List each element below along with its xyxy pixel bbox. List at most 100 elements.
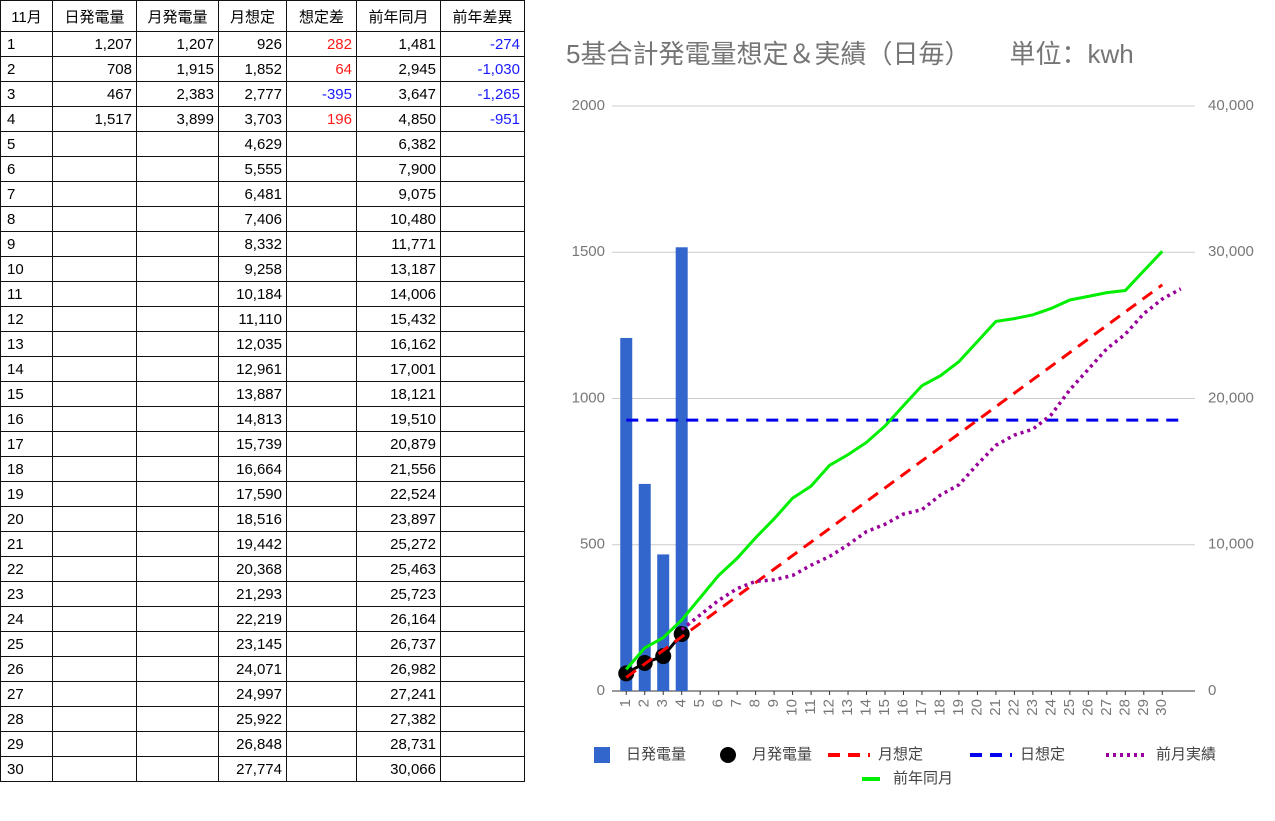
- table-cell[interactable]: 17: [0, 431, 53, 457]
- table-cell[interactable]: [136, 281, 219, 307]
- table-cell[interactable]: [52, 281, 137, 307]
- table-cell[interactable]: [52, 706, 137, 732]
- table-cell[interactable]: [440, 706, 525, 732]
- table-cell[interactable]: 5,555: [218, 156, 287, 182]
- table-cell[interactable]: [286, 356, 357, 382]
- table-cell[interactable]: [136, 181, 219, 207]
- table-cell[interactable]: 3: [0, 81, 53, 107]
- table-cell[interactable]: 8,332: [218, 231, 287, 257]
- table-cell[interactable]: -951: [440, 106, 525, 132]
- table-cell[interactable]: 3,703: [218, 106, 287, 132]
- table-cell[interactable]: [440, 181, 525, 207]
- table-cell[interactable]: [286, 181, 357, 207]
- table-cell[interactable]: -1,265: [440, 81, 525, 107]
- table-cell[interactable]: 14,813: [218, 406, 287, 432]
- table-cell[interactable]: 7: [0, 181, 53, 207]
- table-cell[interactable]: [52, 606, 137, 632]
- table-cell[interactable]: 6,382: [356, 131, 441, 157]
- table-cell[interactable]: 20: [0, 506, 53, 532]
- table-cell[interactable]: 3,647: [356, 81, 441, 107]
- table-cell[interactable]: [52, 556, 137, 582]
- table-cell[interactable]: [136, 231, 219, 257]
- table-cell[interactable]: 30: [0, 756, 53, 782]
- table-cell[interactable]: [286, 756, 357, 782]
- table-cell[interactable]: 11: [0, 281, 53, 307]
- table-cell[interactable]: 26,164: [356, 606, 441, 632]
- table-cell[interactable]: 21: [0, 531, 53, 557]
- table-cell[interactable]: [136, 206, 219, 232]
- table-cell[interactable]: 6,481: [218, 181, 287, 207]
- table-cell[interactable]: 6: [0, 156, 53, 182]
- table-cell[interactable]: 24: [0, 606, 53, 632]
- table-cell[interactable]: 20,879: [356, 431, 441, 457]
- table-cell[interactable]: 14: [0, 356, 53, 382]
- table-cell[interactable]: 29: [0, 731, 53, 757]
- table-cell[interactable]: [440, 506, 525, 532]
- table-cell[interactable]: [52, 131, 137, 157]
- table-cell[interactable]: [286, 231, 357, 257]
- table-cell[interactable]: [136, 431, 219, 457]
- table-cell[interactable]: [52, 356, 137, 382]
- column-header[interactable]: 前年同月: [356, 0, 441, 32]
- table-cell[interactable]: [136, 606, 219, 632]
- table-cell[interactable]: 5: [0, 131, 53, 157]
- table-cell[interactable]: 1,517: [52, 106, 137, 132]
- table-cell[interactable]: 10: [0, 256, 53, 282]
- table-cell[interactable]: 26,737: [356, 631, 441, 657]
- table-cell[interactable]: 1,207: [136, 31, 219, 57]
- table-cell[interactable]: 2: [0, 56, 53, 82]
- table-cell[interactable]: [52, 656, 137, 682]
- table-cell[interactable]: [136, 681, 219, 707]
- table-cell[interactable]: 7,406: [218, 206, 287, 232]
- table-cell[interactable]: [136, 456, 219, 482]
- table-cell[interactable]: 196: [286, 106, 357, 132]
- table-cell[interactable]: [286, 431, 357, 457]
- table-cell[interactable]: [286, 156, 357, 182]
- table-cell[interactable]: [136, 256, 219, 282]
- table-cell[interactable]: 30,066: [356, 756, 441, 782]
- table-cell[interactable]: [440, 331, 525, 357]
- table-cell[interactable]: [440, 206, 525, 232]
- table-cell[interactable]: 17,590: [218, 481, 287, 507]
- table-cell[interactable]: [286, 281, 357, 307]
- table-cell[interactable]: [286, 531, 357, 557]
- table-cell[interactable]: [52, 506, 137, 532]
- column-header[interactable]: 11月: [0, 0, 53, 32]
- table-cell[interactable]: 27,382: [356, 706, 441, 732]
- table-cell[interactable]: 15,739: [218, 431, 287, 457]
- table-cell[interactable]: [52, 631, 137, 657]
- table-cell[interactable]: 23,897: [356, 506, 441, 532]
- table-cell[interactable]: [286, 631, 357, 657]
- table-cell[interactable]: 708: [52, 56, 137, 82]
- table-cell[interactable]: [52, 431, 137, 457]
- table-cell[interactable]: 23,145: [218, 631, 287, 657]
- table-cell[interactable]: 21,556: [356, 456, 441, 482]
- table-cell[interactable]: [136, 406, 219, 432]
- table-cell[interactable]: [136, 531, 219, 557]
- table-cell[interactable]: 7,900: [356, 156, 441, 182]
- table-cell[interactable]: [440, 631, 525, 657]
- table-cell[interactable]: 25: [0, 631, 53, 657]
- table-cell[interactable]: [440, 681, 525, 707]
- table-cell[interactable]: -1,030: [440, 56, 525, 82]
- table-cell[interactable]: 8: [0, 206, 53, 232]
- table-cell[interactable]: [440, 381, 525, 407]
- table-cell[interactable]: [440, 656, 525, 682]
- table-cell[interactable]: [440, 481, 525, 507]
- table-cell[interactable]: 1,915: [136, 56, 219, 82]
- table-cell[interactable]: 10,184: [218, 281, 287, 307]
- table-cell[interactable]: 25,463: [356, 556, 441, 582]
- table-cell[interactable]: [136, 331, 219, 357]
- table-cell[interactable]: 19,510: [356, 406, 441, 432]
- table-cell[interactable]: -274: [440, 31, 525, 57]
- table-cell[interactable]: [52, 481, 137, 507]
- table-cell[interactable]: 12,961: [218, 356, 287, 382]
- table-cell[interactable]: 22: [0, 556, 53, 582]
- table-cell[interactable]: 11,110: [218, 306, 287, 332]
- table-cell[interactable]: [52, 231, 137, 257]
- table-cell[interactable]: [440, 606, 525, 632]
- table-cell[interactable]: [52, 731, 137, 757]
- table-cell[interactable]: 926: [218, 31, 287, 57]
- table-cell[interactable]: 18,121: [356, 381, 441, 407]
- table-cell[interactable]: 14,006: [356, 281, 441, 307]
